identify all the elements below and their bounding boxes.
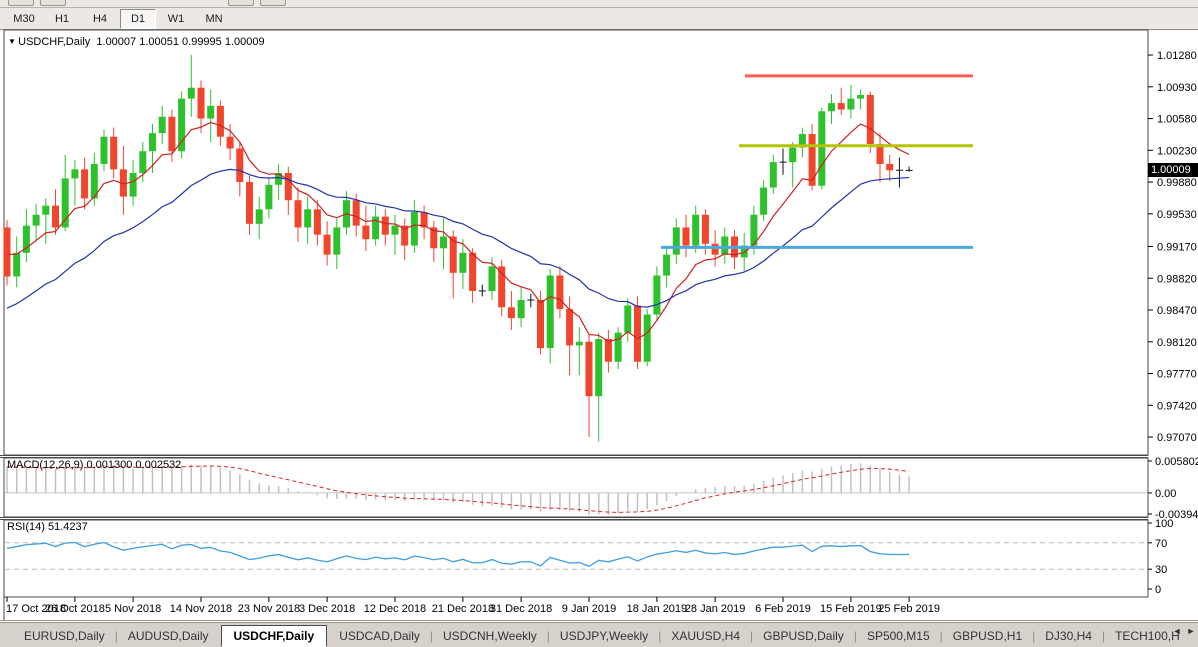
time-axis-label: 18 Jan 2019: [627, 603, 688, 615]
price-axis-label: 0.97070: [1157, 432, 1197, 444]
current-price-tag: 1.00009: [1148, 163, 1198, 178]
chart-tab-dj30[interactable]: DJ30,H4: [1045, 628, 1092, 643]
rsi-indicator-label: RSI(14) 51.4237: [7, 521, 88, 533]
tab-separator: |: [1101, 628, 1106, 643]
chart-tab-gbpusd[interactable]: GBPUSD,Daily: [763, 628, 844, 643]
price-axis-label: 0.97420: [1157, 400, 1197, 412]
timeframe-button-h1[interactable]: H1: [54, 12, 70, 25]
time-axis-label: 12 Dec 2018: [364, 603, 426, 615]
tab-separator: |: [939, 628, 943, 643]
chart-tab-sp500[interactable]: SP500,M15: [866, 628, 930, 643]
macd-axis-label: -0.003945: [1155, 509, 1198, 521]
chart-tab-tech100[interactable]: TECH100,H: [1115, 628, 1180, 643]
time-axis-label: 17 Oct 2018: [6, 603, 66, 615]
macd-values: 0.001300 0.002532: [86, 459, 182, 471]
tab-separator: |: [546, 628, 550, 643]
time-axis-label: 6 Feb 2019: [755, 603, 811, 615]
timeframe-button-mn[interactable]: MN: [205, 12, 223, 25]
timeframe-button-h4[interactable]: H4: [92, 12, 108, 25]
chart-canvas[interactable]: 1.01280 1.00930 1.00580 1.00230 0.99880 0.995…: [0, 0, 1198, 622]
time-axis-label: 25 Feb 2019: [878, 603, 940, 615]
toolbar-icon-cutoff[interactable]: [8, 0, 34, 6]
price-axis-label: 1.00580: [1157, 114, 1197, 126]
price-axis-label: 1.00930: [1157, 82, 1197, 94]
chart-tab-gbpusd[interactable]: GBPUSD,H1: [952, 628, 1023, 643]
rsi-axis-label: 30: [1155, 564, 1167, 576]
timeframe-button-m30[interactable]: M30: [13, 12, 35, 25]
tab-separator: |: [658, 628, 662, 643]
tab-separator: |: [429, 628, 433, 643]
macd-indicator-label: MACD(12,26,9) 0.001300 0.002532: [7, 459, 182, 471]
timeframe-button-w1[interactable]: W1: [167, 12, 185, 25]
chart-tab-xauusd[interactable]: XAUUSD,H4: [671, 628, 740, 643]
toolbar-icon-cutoff[interactable]: [40, 0, 66, 6]
rsi-axis-label: 70: [1155, 538, 1167, 550]
tab-separator: |: [853, 628, 857, 643]
chart-tab-eurusd[interactable]: EURUSD,Daily: [24, 628, 105, 643]
pane-splitter[interactable]: [0, 518, 1148, 519]
price-axis-label: 0.99170: [1157, 241, 1197, 253]
tab-scroll-left-icon[interactable]: ◄: [1172, 626, 1182, 636]
chart-symbol-period: USDCHF,Daily: [18, 36, 91, 48]
time-axis-label: 21 Dec 2018: [432, 603, 494, 615]
tab-separator: |: [114, 628, 118, 643]
price-axis-label: 1.01280: [1157, 50, 1197, 62]
rsi-value: 51.4237: [47, 521, 88, 533]
price-axis-label: 0.98120: [1157, 337, 1197, 349]
rsi-axis-label: 100: [1155, 518, 1173, 530]
macd-axis-label: 0.005802: [1155, 456, 1198, 468]
price-axis-label: 0.98470: [1157, 305, 1197, 317]
time-axis-label: 15 Feb 2019: [820, 603, 882, 615]
price-axis-label: 0.99530: [1157, 209, 1197, 221]
price-axis-label: 0.98820: [1157, 273, 1197, 285]
chart-tab-usdchf[interactable]: USDCHF,Daily: [220, 624, 328, 647]
time-axis-label: 5 Nov 2018: [105, 603, 161, 615]
chart-tab-usdcad[interactable]: USDCAD,Daily: [339, 628, 420, 643]
chart-ohlc-values: 1.00007 1.00051 0.99995 1.00009: [96, 36, 265, 48]
timeframe-button-d1[interactable]: D1: [120, 8, 156, 29]
pane-splitter[interactable]: [0, 456, 1148, 457]
time-axis-label: 3 Dec 2018: [299, 603, 355, 615]
chart-menu-triangle-icon[interactable]: ▼: [8, 37, 19, 46]
chart-tabs-bar: EURUSD,Daily | AUDUSD,Daily USDCHF,Daily USD…: [0, 622, 1198, 647]
price-axis-label: 0.99880: [1157, 177, 1197, 189]
rsi-axis-label: 0: [1155, 584, 1161, 596]
time-axis-label: 14 Nov 2018: [170, 603, 232, 615]
chart-tab-usdcnh[interactable]: USDCNH,Weekly: [443, 628, 537, 643]
price-axis-label: 0.97770: [1157, 369, 1197, 381]
tab-separator: |: [750, 628, 754, 643]
toolbar-icon-cutoff[interactable]: [228, 0, 254, 6]
time-axis-label: 23 Nov 2018: [238, 603, 300, 615]
time-axis-label: 26 Oct 2018: [45, 603, 105, 615]
macd-axis-label: 0.00: [1155, 488, 1176, 500]
price-axis-label: 1.00230: [1157, 145, 1197, 157]
toolbar-icon-cutoff[interactable]: [260, 0, 286, 6]
chart-title: ▼ USDCHF,Daily 1.00007 1.00051 0.99995 1…: [8, 36, 265, 48]
time-axis-label: 31 Dec 2018: [490, 603, 552, 615]
timeframe-toolbar: M30 H1 H4 D1 W1 MN: [0, 8, 1198, 30]
time-axis-label: 28 Jan 2019: [685, 603, 746, 615]
chart-tab-audusd[interactable]: AUDUSD,Daily: [127, 628, 209, 643]
time-axis-label: 9 Jan 2019: [562, 603, 616, 615]
tab-separator: |: [1032, 628, 1036, 643]
chart-tab-usdjpy[interactable]: USDJPY,Weekly: [559, 628, 649, 643]
tab-scroll-right-icon[interactable]: ►: [1186, 626, 1196, 636]
top-toolbar-sliver: [0, 0, 1198, 8]
tab-scroll-arrows: ◄ ►: [1172, 626, 1196, 636]
